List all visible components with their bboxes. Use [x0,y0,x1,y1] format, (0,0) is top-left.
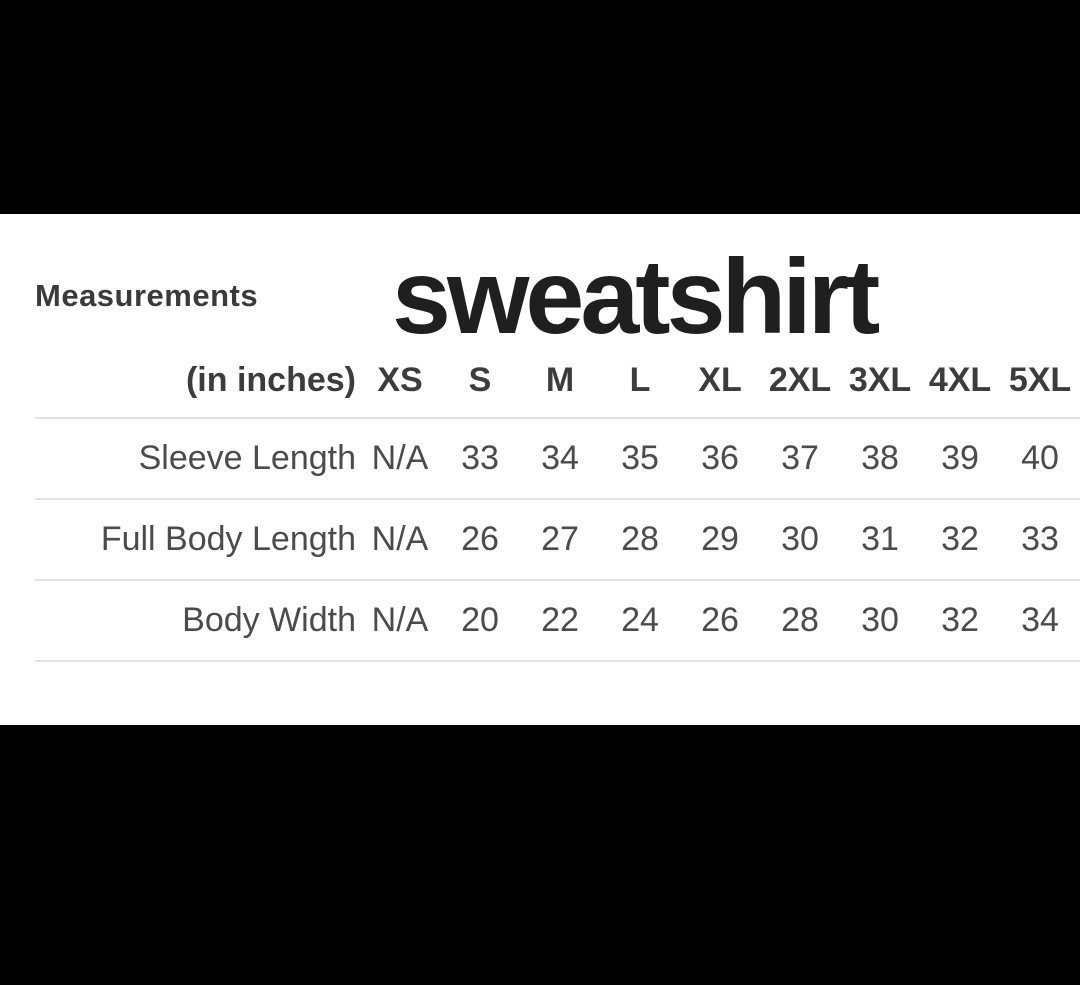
measurement-value: N/A [371,439,429,477]
measurement-value: 34 [1021,601,1059,639]
measurements-heading: Measurements [35,278,259,313]
measurement-label: Body Width [182,601,356,639]
measurement-value: 22 [541,601,579,639]
letterbox-bottom [0,725,1080,985]
measurement-value: 39 [941,439,979,477]
measurement-value: 26 [461,520,499,558]
measurement-value: 28 [781,601,819,639]
measurement-value: 29 [701,520,739,558]
size-header-row: (in inches) XS S M L XL 2XL 3XL 4XL 5XL [35,344,1080,419]
measurement-value: 31 [861,520,899,558]
measurement-value: 28 [621,520,659,558]
measurement-value: 20 [461,601,499,639]
measurement-value: 33 [461,439,499,477]
measurement-value: N/A [371,601,429,639]
measurement-value: 32 [941,601,979,639]
size-table: (in inches) XS S M L XL 2XL 3XL 4XL 5XL Sleeve L… [35,344,1080,662]
measurement-value: 24 [621,601,659,639]
measurement-label: Sleeve Length [138,439,356,477]
letterbox-top [0,0,1080,214]
measurement-value: 30 [781,520,819,558]
measurement-value: 40 [1021,439,1059,477]
unit-label: (in inches) [185,361,356,399]
measurement-label: Full Body Length [100,520,356,558]
measurement-row: Full Body Length N/A 26 27 28 29 30 31 32 33 [35,500,1080,581]
measurement-value: 33 [1021,520,1059,558]
measurement-value: 34 [541,439,579,477]
measurement-value: N/A [371,520,429,558]
measurement-value: 36 [701,439,739,477]
size-column-header: L [629,361,651,399]
size-column-header: XL [698,361,742,399]
size-column-header: 3XL [848,361,912,399]
size-column-header: 5XL [1008,361,1072,399]
measurement-row: Body Width N/A 20 22 24 26 28 30 32 34 [35,581,1080,662]
measurement-value: 26 [701,601,739,639]
size-chart-sheet: Measurements sweatshirt (in inches) XS S M… [0,214,1080,725]
size-column-header: S [468,361,492,399]
size-table-body: Sleeve Length N/A 33 34 35 36 37 38 39 40 Full Bod… [35,419,1080,662]
measurement-value: 30 [861,601,899,639]
size-column-header: M [545,361,575,399]
measurement-row: Sleeve Length N/A 33 34 35 36 37 38 39 40 [35,419,1080,500]
measurement-value: 32 [941,520,979,558]
size-column-header: 4XL [928,361,992,399]
measurement-value: 37 [781,439,819,477]
measurement-value: 38 [861,439,899,477]
size-column-header: 2XL [768,361,832,399]
measurement-value: 35 [621,439,659,477]
masthead: Measurements sweatshirt [0,214,1080,350]
size-column-header: XS [377,361,423,399]
measurement-value: 27 [541,520,579,558]
product-title: sweatshirt [392,238,880,356]
